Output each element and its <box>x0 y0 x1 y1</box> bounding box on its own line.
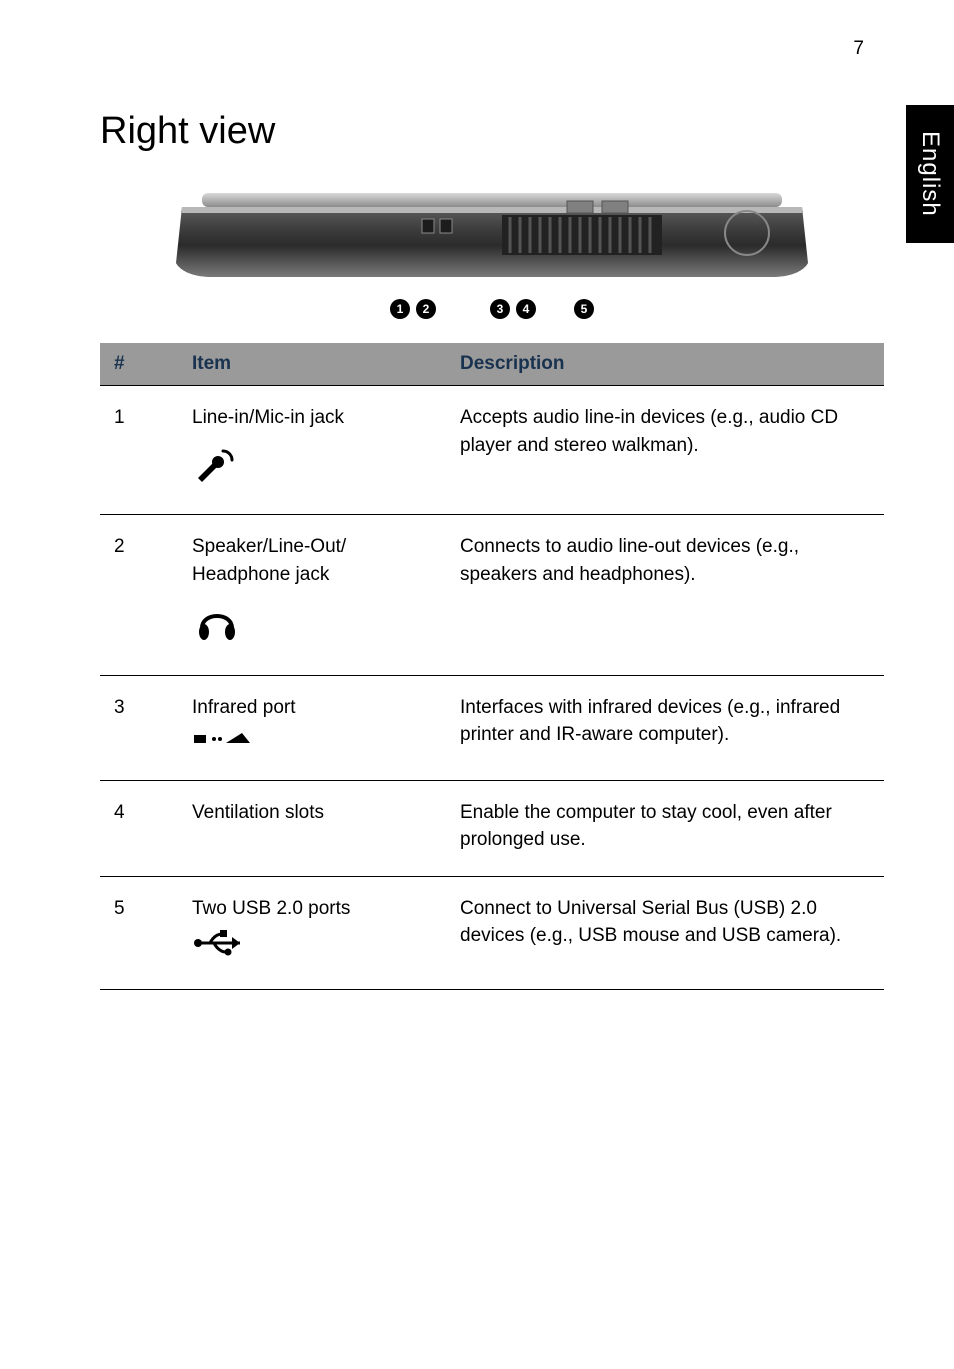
page-title: Right view <box>100 110 884 153</box>
usb-icon <box>192 928 248 958</box>
mic-in-icon <box>192 438 238 484</box>
callout-1: 1 <box>390 299 410 319</box>
table-header-row: # Item Description <box>100 343 884 386</box>
callout-5: 5 <box>574 299 594 319</box>
row-item-cell: Line-in/Mic-in jack <box>178 386 446 515</box>
row-item-label: Line-in/Mic-in jack <box>192 404 432 432</box>
row-desc: Connect to Universal Serial Bus (USB) 2.… <box>446 876 884 989</box>
row-item-label: Infrared port <box>192 694 432 722</box>
row-item-label: Ventilation slots <box>192 799 432 827</box>
spec-table: # Item Description 1 Line-in/Mic-in jack <box>100 343 884 990</box>
row-num: 4 <box>100 780 178 876</box>
row-num: 2 <box>100 515 178 676</box>
table-row: 4 Ventilation slots Enable the computer … <box>100 780 884 876</box>
table-row: 1 Line-in/Mic-in jack Accepts audio <box>100 386 884 515</box>
callout-2: 2 <box>416 299 436 319</box>
row-desc: Accepts audio line-in devices (e.g., aud… <box>446 386 884 515</box>
page-number: 7 <box>853 38 864 60</box>
row-desc: Connects to audio line-out devices (e.g.… <box>446 515 884 676</box>
row-item-cell: Two USB 2.0 ports <box>178 876 446 989</box>
row-item-cell: Infrared port <box>178 675 446 780</box>
table-row: 3 Infrared port Interfaces with infrared… <box>100 675 884 780</box>
row-desc: Interfaces with infrared devices (e.g., … <box>446 675 884 780</box>
callout-row: 1 2 3 4 5 <box>100 299 884 319</box>
infrared-icon <box>192 727 252 749</box>
language-tab: English <box>906 105 954 243</box>
product-image <box>172 173 812 293</box>
row-num: 5 <box>100 876 178 989</box>
header-desc: Description <box>446 343 884 386</box>
callout-3: 3 <box>490 299 510 319</box>
header-num: # <box>100 343 178 386</box>
row-num: 3 <box>100 675 178 780</box>
row-item-label: Two USB 2.0 ports <box>192 895 432 923</box>
row-num: 1 <box>100 386 178 515</box>
row-item-cell: Ventilation slots <box>178 780 446 876</box>
header-item: Item <box>178 343 446 386</box>
row-desc: Enable the computer to stay cool, even a… <box>446 780 884 876</box>
table-row: 5 Two USB 2.0 ports <box>100 876 884 989</box>
page: 7 English Right view <box>0 0 954 1369</box>
callout-4: 4 <box>516 299 536 319</box>
headphone-icon <box>192 594 242 644</box>
row-item-label: Speaker/Line-Out/ Headphone jack <box>192 533 432 588</box>
table-row: 2 Speaker/Line-Out/ Headphone jack Conne… <box>100 515 884 676</box>
row-item-cell: Speaker/Line-Out/ Headphone jack <box>178 515 446 676</box>
language-tab-label: English <box>916 131 944 217</box>
